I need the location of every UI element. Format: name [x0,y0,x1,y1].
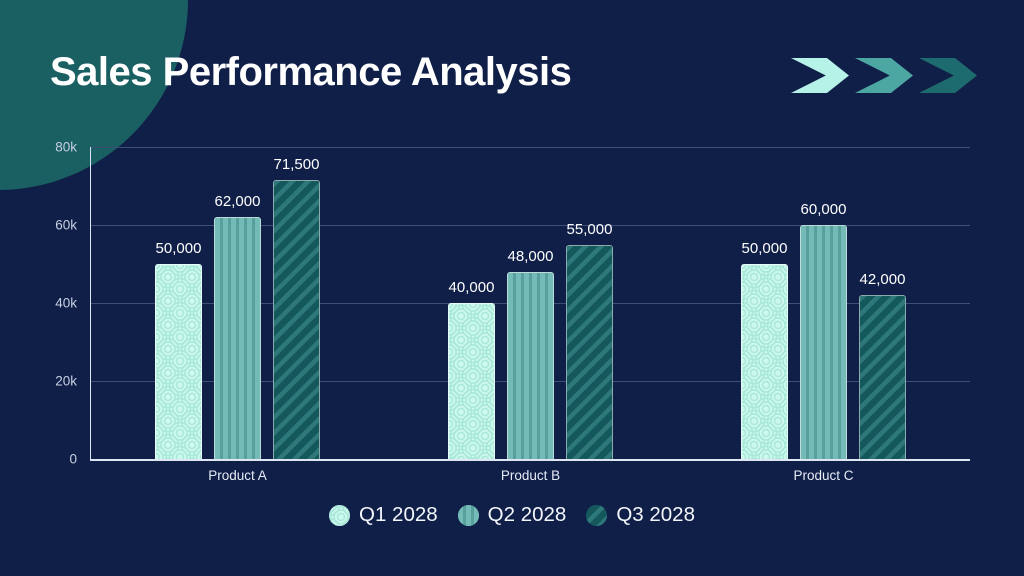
legend-item: Q3 2028 [586,503,695,527]
legend-label: Q2 2028 [487,503,567,526]
legend-swatch-icon [329,504,351,526]
bar-chart: 0 20k 40k 60k 80k 50,000 62,000 71,500 40,000 48,… [55,140,970,483]
bar-column: 50,000 [155,240,202,459]
legend-item: Q2 2028 [457,503,567,527]
bar-value-label: 40,000 [448,279,495,296]
bar-column: 71,500 [273,156,320,459]
bar-value-label: 62,000 [214,193,261,211]
bar-value-label: 50,000 [741,240,788,257]
bar-value-label: 60,000 [800,201,847,218]
legend-label: Q3 2028 [616,503,695,526]
legend-label: Q1 2028 [359,503,438,526]
bar [800,225,847,459]
chevron-right-icon [855,58,913,93]
bar-column: 62,000 [214,193,261,459]
x-category-label: Product C [793,468,854,483]
y-tick-label: 60k [55,217,77,233]
x-category-label: Product B [500,468,561,483]
x-category-label: Product A [208,468,267,483]
legend-item: Q1 2028 [329,503,438,527]
page-title: Sales Performance Analysis [50,50,572,94]
bar [859,295,906,459]
bar-column: 50,000 [741,240,788,459]
legend-swatch-icon [586,504,608,526]
bar [155,264,202,459]
bar-value-label: 50,000 [155,240,202,257]
bar-value-label: 55,000 [566,220,613,238]
bar-column: 48,000 [507,248,554,459]
bar-column: 42,000 [859,271,906,459]
bar [566,244,613,459]
bar-group: 40,000 48,000 55,000 [384,147,677,459]
bar-group: 50,000 62,000 71,500 [91,147,384,459]
y-tick-label: 80k [55,139,77,155]
plot-area: 0 20k 40k 60k 80k 50,000 62,000 71,500 40,000 48,… [55,140,970,483]
bar-groups: 50,000 62,000 71,500 40,000 48,000 55,000 50,0… [91,147,970,459]
bar [214,217,261,459]
bar [741,264,788,459]
bar-group: 50,000 60,000 42,000 [677,147,970,459]
bar [273,180,320,459]
bar-value-label: 71,500 [273,156,320,174]
bar-column: 40,000 [448,279,495,459]
y-tick-label: 20k [55,373,77,389]
bar-value-label: 42,000 [859,271,906,289]
gridline [91,147,970,148]
chevron-arrows-decoration [791,58,977,93]
bar [448,303,495,459]
chevron-right-icon [791,58,849,93]
chevron-right-icon [919,58,977,93]
bar-column: 60,000 [800,201,847,459]
y-tick-label: 40k [55,295,77,311]
bar [507,271,554,459]
legend-swatch-icon [457,504,479,526]
bar-column: 55,000 [566,221,613,459]
x-axis-labels: Product A Product B Product C [91,468,970,483]
bar-value-label: 48,000 [507,247,554,265]
y-tick-label: 0 [69,451,77,467]
gridline [91,225,970,226]
chart-legend: Q1 2028 Q2 2028 Q3 2028 [0,503,1024,527]
